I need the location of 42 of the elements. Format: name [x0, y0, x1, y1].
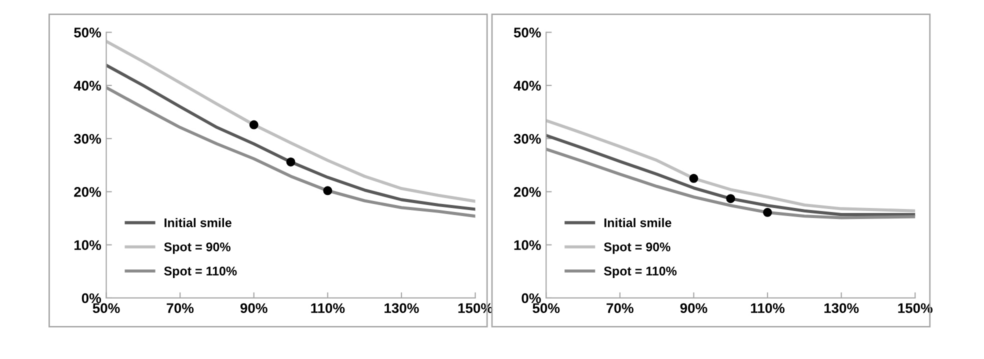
y-tick-label: 10% — [74, 240, 102, 250]
x-tick-label: 50% — [532, 303, 560, 314]
point — [323, 186, 332, 196]
line-series — [106, 64, 476, 211]
legend-label: Spot = 110% — [604, 266, 677, 278]
x-tick-label: 130% — [824, 303, 859, 314]
y-tick-label: 20% — [514, 187, 541, 197]
legend-label: Spot = 90% — [164, 242, 230, 254]
point — [763, 208, 772, 217]
point — [286, 157, 296, 166]
x-tick-label: 90% — [240, 303, 268, 314]
y-tick-label: 40% — [74, 80, 102, 91]
line-series — [546, 118, 916, 212]
x-tick-label: 150% — [898, 303, 933, 314]
y-tick-label: 30% — [514, 134, 541, 144]
x-tick-label: 90% — [680, 303, 708, 314]
x-tick-label: 110% — [751, 303, 785, 314]
line-series — [546, 134, 916, 216]
y-tick-label: 0% — [82, 293, 102, 304]
point — [689, 174, 698, 183]
x-tick-label: 70% — [166, 303, 194, 314]
line-series — [106, 86, 476, 218]
point — [249, 120, 258, 130]
line-series — [546, 148, 916, 220]
legend-label: Initial smile — [604, 218, 672, 228]
x-tick-label: 110% — [311, 303, 345, 314]
x-tick-label: 50% — [92, 303, 120, 314]
legend-label: Initial smile — [164, 218, 232, 228]
y-tick-label: 20% — [74, 187, 102, 197]
y-tick-label: 50% — [74, 28, 102, 38]
line-series — [106, 40, 476, 203]
x-tick-label: 130% — [384, 303, 419, 314]
point — [726, 194, 736, 204]
y-tick-label: 50% — [514, 28, 541, 38]
legend-label: Spot = 90% — [604, 242, 670, 254]
y-tick-label: 0% — [522, 293, 541, 304]
y-tick-label: 10% — [514, 240, 541, 250]
x-tick-label: 150% — [458, 303, 493, 314]
y-tick-label: 40% — [514, 80, 541, 91]
y-tick-label: 30% — [74, 134, 102, 144]
legend-label: Spot = 110% — [164, 266, 237, 278]
x-tick-label: 70% — [606, 303, 634, 314]
